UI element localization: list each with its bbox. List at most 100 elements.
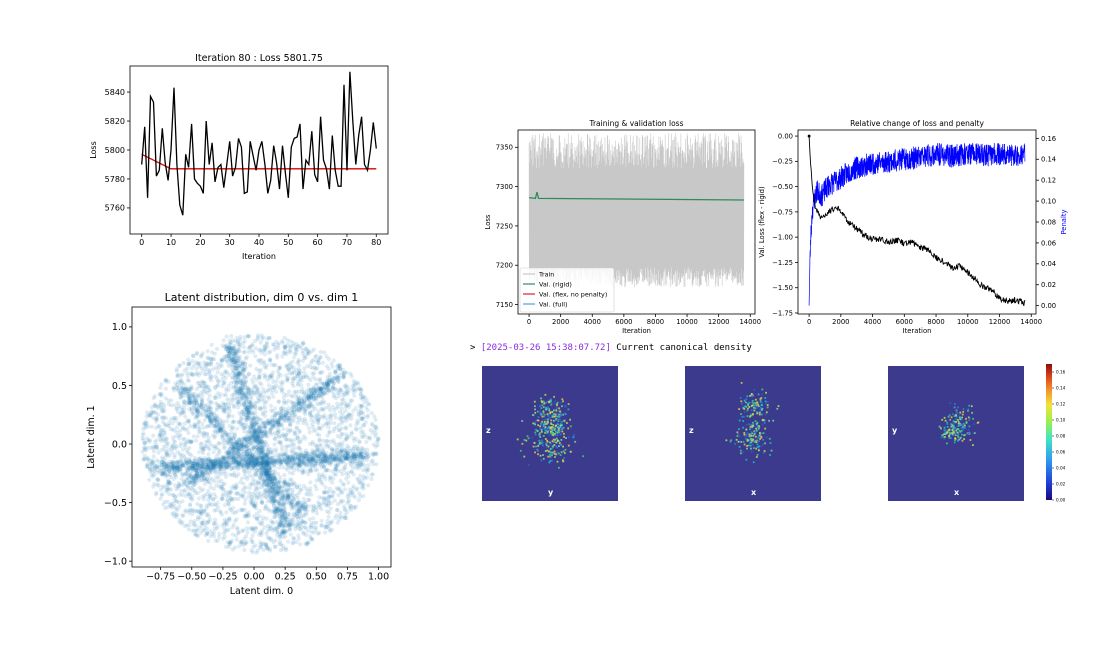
scatter-point <box>243 436 248 441</box>
scatter-point <box>174 465 180 470</box>
scatter-point <box>324 438 329 443</box>
scatter-point <box>178 444 183 449</box>
scatter-point <box>260 473 265 479</box>
scatter-point <box>324 381 329 386</box>
scatter-point <box>253 482 258 487</box>
scatter-point <box>335 508 340 513</box>
scatter-point <box>231 358 236 363</box>
scatter-point <box>203 533 208 538</box>
scatter-point <box>172 469 177 475</box>
x-tick-label: 1.00 <box>368 572 389 583</box>
scatter-point <box>244 443 249 449</box>
scatter-point <box>257 376 262 381</box>
scatter-point <box>201 464 207 469</box>
scatter-point <box>291 401 296 406</box>
scatter-point <box>238 443 243 449</box>
scatter-point <box>166 469 172 474</box>
scatter-point <box>205 431 210 436</box>
scatter-point <box>341 415 346 420</box>
scatter-point <box>357 403 362 408</box>
scatter-point <box>251 459 256 464</box>
scatter-point <box>267 462 272 467</box>
scatter-point <box>257 508 262 514</box>
scatter-point <box>354 427 359 432</box>
scatter-point <box>276 424 281 430</box>
scatter-point <box>211 459 216 464</box>
scatter-point <box>248 438 253 443</box>
scatter-point <box>211 450 216 455</box>
y-tick-label: −0.5 <box>104 498 127 509</box>
scatter-point <box>284 415 289 420</box>
scatter-point <box>254 455 259 461</box>
scatter-point <box>175 463 180 468</box>
scatter-point <box>240 395 245 400</box>
scatter-point <box>242 514 247 519</box>
scatter-point <box>258 436 263 441</box>
scatter-point <box>241 436 247 441</box>
scatter-point <box>327 458 333 463</box>
scatter-point <box>196 462 201 467</box>
scatter-point <box>312 453 317 458</box>
scatter-point <box>358 392 363 397</box>
scatter-point <box>236 376 241 381</box>
scatter-point <box>274 484 279 489</box>
scatter-point <box>184 460 189 466</box>
scatter-point <box>236 461 241 467</box>
scatter-point <box>193 468 198 473</box>
scatter-point <box>275 490 280 495</box>
scatter-point <box>253 456 258 461</box>
scatter-point <box>246 459 251 464</box>
scatter-point <box>271 494 277 499</box>
scatter-point <box>252 430 257 435</box>
scatter-point <box>217 472 222 477</box>
scatter-point <box>214 413 219 418</box>
scatter-point <box>252 452 257 457</box>
scatter-point <box>300 386 305 392</box>
scatter-point <box>251 544 256 550</box>
scatter-point <box>337 442 342 447</box>
scatter-point <box>259 481 264 486</box>
scatter-point <box>353 426 358 431</box>
scatter-point <box>217 531 222 536</box>
scatter-point <box>176 459 181 464</box>
scatter-point <box>159 391 164 396</box>
scatter-point <box>259 458 264 463</box>
scatter-point <box>251 455 256 460</box>
scatter-point <box>343 456 348 461</box>
scatter-point <box>269 476 274 481</box>
scatter-point <box>260 500 265 505</box>
scatter-point <box>308 361 314 366</box>
scatter-point <box>288 344 293 349</box>
scatter-point <box>242 429 247 434</box>
scatter-point <box>248 463 253 468</box>
scatter-point <box>251 429 256 434</box>
scatter-point <box>207 401 212 406</box>
scatter-point <box>283 481 288 486</box>
scatter-point <box>320 391 326 396</box>
scatter-point <box>158 399 163 405</box>
scatter-point <box>201 497 206 502</box>
scatter-point <box>296 371 302 376</box>
scatter-point <box>283 407 288 412</box>
scatter-point <box>313 460 318 465</box>
scatter-point <box>186 387 192 392</box>
scatter-point <box>250 419 255 424</box>
scatter-point <box>301 420 306 426</box>
scatter-point <box>239 379 244 384</box>
scatter-point <box>280 515 285 520</box>
scatter-point <box>258 543 263 548</box>
scatter-point <box>225 455 230 460</box>
scatter-point <box>258 390 263 395</box>
scatter-point <box>273 498 278 503</box>
scatter-point <box>335 378 340 383</box>
scatter-point <box>246 448 252 453</box>
scatter-point <box>211 497 216 502</box>
scatter-point <box>259 357 264 363</box>
scatter-point <box>298 508 303 514</box>
scatter-point <box>260 467 265 472</box>
scatter-point <box>166 441 171 446</box>
scatter-point <box>311 393 316 398</box>
scatter-point <box>209 420 214 425</box>
scatter-point <box>200 351 205 356</box>
scatter-point <box>362 450 367 455</box>
